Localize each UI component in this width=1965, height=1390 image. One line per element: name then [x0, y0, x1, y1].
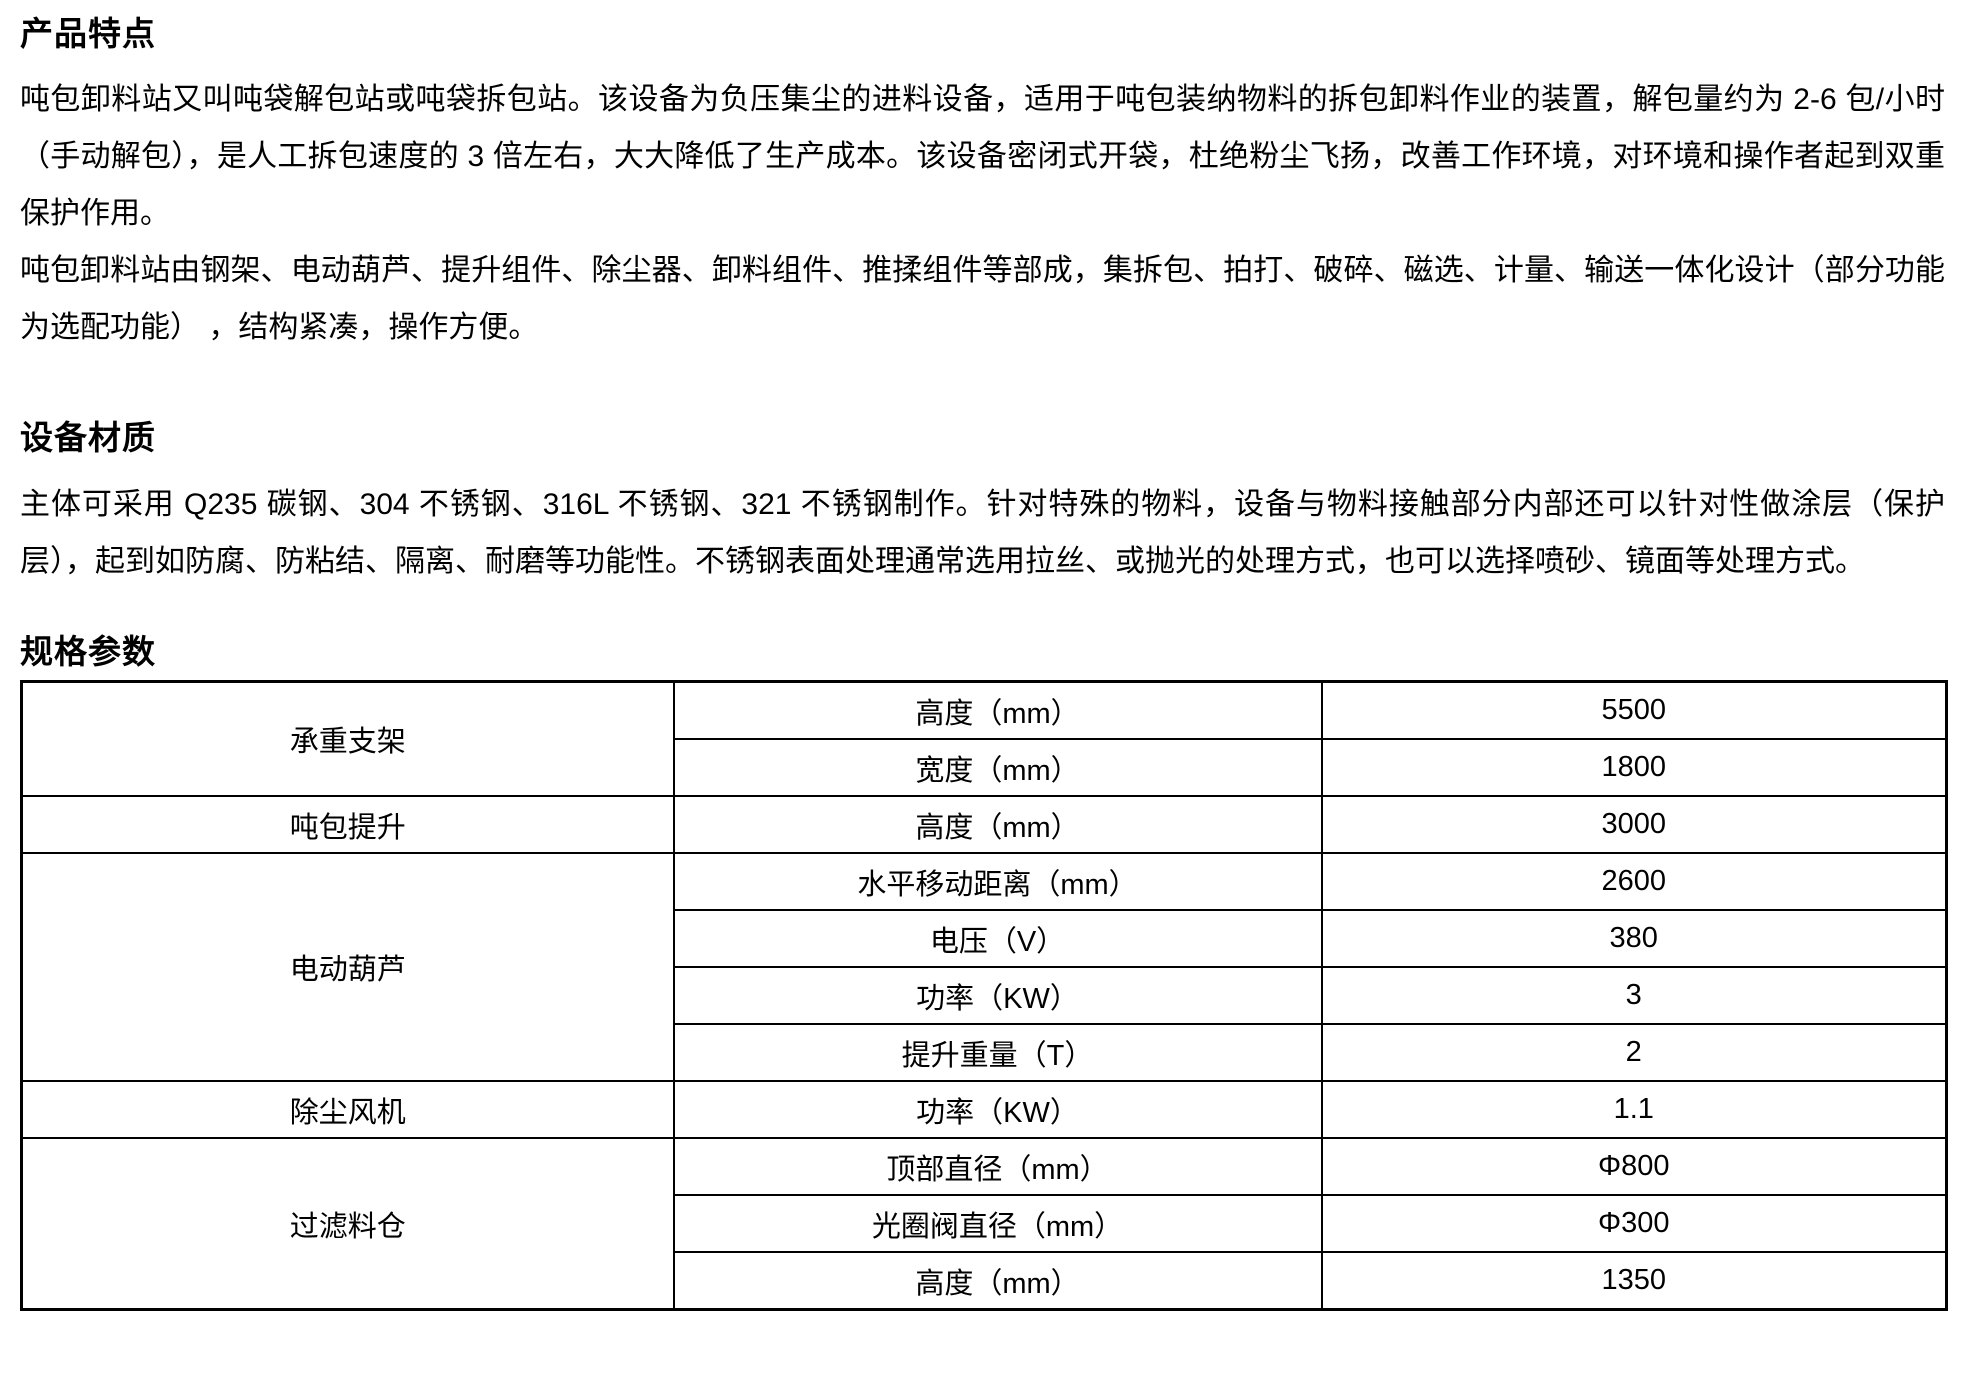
- document-page: 产品特点 吨包卸料站又叫吨袋解包站或吨袋拆包站。该设备为负压集尘的进料设备，适用…: [20, 15, 1948, 1311]
- table-row: 光圈阀直径（mm） Φ300: [22, 1194, 1948, 1253]
- parameter-cell: 宽度（mm）: [672, 738, 1323, 797]
- parameter-cell: 光圈阀直径（mm）: [672, 1194, 1323, 1253]
- section-heading-equipment-material: 设备材质: [20, 419, 156, 456]
- parameter-cell: 水平移动距离（mm）: [672, 852, 1323, 911]
- parameter-cell: 高度（mm）: [672, 680, 1323, 740]
- table-row: 功率（KW） 3: [22, 966, 1948, 1025]
- table-row: 高度（mm） 1350: [22, 1251, 1948, 1311]
- parameter-cell: 高度（mm）: [672, 1251, 1323, 1311]
- product-features-paragraph-1: 吨包卸料站又叫吨袋解包站或吨袋拆包站。该设备为负压集尘的进料设备，适用于吨包装纳…: [20, 83, 1945, 230]
- table-row: 除尘风机 功率（KW） 1.1: [20, 1080, 1948, 1139]
- table-row: 承重支架 高度（mm） 5500: [20, 680, 1948, 797]
- table-row: 过滤料仓 顶部直径（mm） Φ800: [20, 1137, 1948, 1311]
- value-cell: 1800: [1320, 738, 1948, 797]
- value-cell: 5500: [1320, 680, 1948, 740]
- value-cell: 1350: [1320, 1251, 1948, 1311]
- parameter-cell: 功率（KW）: [672, 966, 1323, 1025]
- table-row: 吨包提升 高度（mm） 3000: [20, 795, 1948, 854]
- parameter-cell: 顶部直径（mm）: [672, 1137, 1323, 1196]
- parameter-cell: 功率（KW）: [672, 1080, 1323, 1139]
- table-row: 提升重量（T） 2: [22, 1023, 1948, 1082]
- parameter-cell: 电压（V）: [672, 909, 1323, 968]
- component-cell: 除尘风机: [20, 1080, 675, 1139]
- value-cell: 3000: [1320, 795, 1948, 854]
- value-cell: Φ300: [1320, 1194, 1948, 1253]
- value-cell: 2: [1320, 1023, 1948, 1082]
- table-row: 电压（V） 380: [22, 909, 1948, 968]
- component-cell: 承重支架: [20, 680, 675, 797]
- component-cell: 吨包提升: [20, 795, 675, 854]
- value-cell: Φ800: [1320, 1137, 1948, 1196]
- equipment-material-paragraph: 主体可采用 Q235 碳钢、304 不锈钢、316L 不锈钢、321 不锈钢制作…: [20, 488, 1945, 578]
- parameter-cell: 高度（mm）: [672, 795, 1323, 854]
- component-cell: 电动葫芦: [20, 852, 675, 1082]
- value-cell: 3: [1320, 966, 1948, 1025]
- table-row: 宽度（mm） 1800: [22, 738, 1948, 797]
- product-features-paragraph-2: 吨包卸料站由钢架、电动葫芦、提升组件、除尘器、卸料组件、推揉组件等部成，集拆包、…: [20, 254, 1945, 344]
- parameter-cell: 提升重量（T）: [672, 1023, 1323, 1082]
- section-heading-specifications: 规格参数: [20, 633, 156, 670]
- component-cell: 过滤料仓: [20, 1137, 675, 1311]
- section-heading-product-features: 产品特点: [20, 15, 156, 52]
- value-cell: 380: [1320, 909, 1948, 968]
- value-cell: 2600: [1320, 852, 1948, 911]
- value-cell: 1.1: [1320, 1080, 1948, 1139]
- spec-table: 承重支架 高度（mm） 5500 宽度（mm） 1800 吨包提升 高度（mm） 3000 电动…: [20, 680, 1948, 1311]
- table-row: 电动葫芦 水平移动距离（mm） 2600: [20, 852, 1948, 1082]
